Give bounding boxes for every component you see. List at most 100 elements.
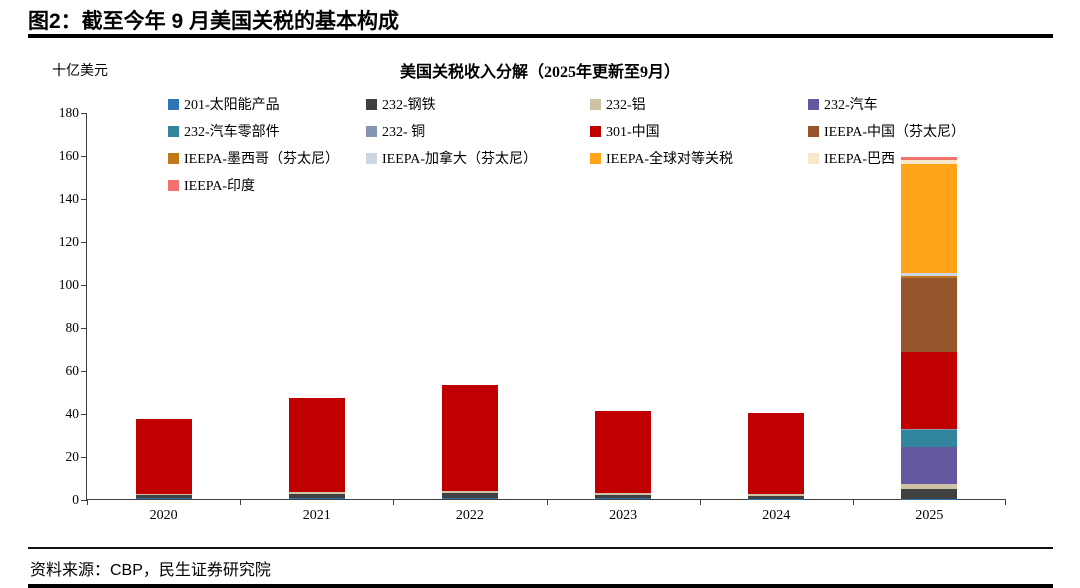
x-axis-tick-mark <box>852 499 854 505</box>
x-axis-label: 2022 <box>455 508 484 523</box>
chart-legend: 201-太阳能产品 232-钢铁 232-铝 232-汽车 232-汽车零部件 232- … <box>168 94 965 195</box>
y-axis-tick-label: 60 <box>65 363 80 378</box>
legend-swatch-icon <box>366 152 377 164</box>
x-axis-tick-mark <box>240 499 242 505</box>
footer-rule <box>28 547 1053 549</box>
y-axis-tick-label: 100 <box>58 277 79 292</box>
bar-segment <box>901 272 958 276</box>
y-axis-tick-mark <box>81 112 87 114</box>
bar-segment <box>441 492 498 499</box>
y-axis-tick-mark <box>81 241 87 243</box>
x-axis-tick-mark <box>393 499 395 505</box>
bar-segment <box>595 494 652 499</box>
plot-area: 0 20 40 60 80 100 120 140 160 180 2020 2021 2022 2023… <box>59 105 1006 523</box>
legend-item: 301-中国 <box>590 121 808 141</box>
x-axis-tick-mark <box>87 499 88 505</box>
bar-segment <box>288 492 345 494</box>
legend-swatch-icon <box>366 98 377 110</box>
y-axis-tick-mark <box>81 413 87 415</box>
bar-segment <box>901 429 958 431</box>
legend-item: 232-铝 <box>590 94 808 114</box>
y-axis-tick-label: 120 <box>58 234 79 249</box>
x-axis-label: 2021 <box>302 508 331 523</box>
y-axis-unit-label: 十亿美元 <box>52 64 108 79</box>
chart-title: 美国关税收入分解（2025年更新至9月） <box>399 64 680 81</box>
legend-item: 232-汽车零部件 <box>168 121 366 141</box>
stacked-bar-2021 <box>288 397 345 499</box>
y-axis-tick-mark <box>81 499 87 501</box>
legend-label: 232-汽车 <box>824 98 878 113</box>
y-axis-tick-label: 140 <box>58 191 79 206</box>
y-axis-tick-mark <box>81 456 87 458</box>
legend-swatch-icon <box>168 98 179 110</box>
y-axis-tick-mark <box>81 370 87 372</box>
y-axis-tick-mark <box>81 155 87 157</box>
bar-segment <box>135 498 192 499</box>
x-axis-label: 2025 <box>915 508 944 523</box>
bar-segment <box>901 351 958 430</box>
legend-label: IEEPA-全球对等关税 <box>606 152 734 167</box>
legend-label: IEEPA-印度 <box>184 179 256 194</box>
y-axis-tick-label: 40 <box>65 406 80 421</box>
x-axis-tick-mark <box>546 499 548 505</box>
legend-swatch-icon <box>590 152 601 164</box>
legend-label: 232-铝 <box>606 98 646 113</box>
legend-item: 232-汽车 <box>808 94 965 114</box>
bar-segment <box>441 498 498 499</box>
legend-item: IEEPA-巴西 <box>808 148 965 168</box>
y-axis-tick-mark <box>81 284 87 286</box>
bar-segment <box>901 157 958 161</box>
x-axis-label: 2020 <box>149 508 178 523</box>
bar-segment <box>901 164 958 273</box>
y-axis-tick-mark <box>81 327 87 329</box>
stacked-bar-2024 <box>748 413 805 499</box>
legend-item: IEEPA-印度 <box>168 175 366 195</box>
y-axis-tick-label: 80 <box>65 320 80 335</box>
legend-swatch-icon <box>168 125 179 137</box>
bar-segment <box>901 275 958 278</box>
legend-swatch-icon <box>590 98 601 110</box>
legend-label: 232-钢铁 <box>382 98 436 113</box>
legend-item: IEEPA-墨西哥（芬太尼） <box>168 148 366 168</box>
legend-item: 201-太阳能产品 <box>168 94 366 114</box>
bar-segment <box>901 447 958 484</box>
bar-segment <box>288 397 345 493</box>
bar-segment <box>901 430 958 448</box>
bar-segment <box>595 410 652 494</box>
y-axis-tick-mark <box>81 198 87 200</box>
bar-segment <box>901 483 958 489</box>
legend-swatch-icon <box>808 152 819 164</box>
y-axis-tick-label: 0 <box>72 492 79 507</box>
legend-label: 201-太阳能产品 <box>184 98 280 113</box>
legend-swatch-icon <box>808 125 819 137</box>
stacked-bar-2025 <box>901 157 958 499</box>
bar-segment <box>748 494 805 496</box>
x-axis-tick-mark <box>1005 499 1006 505</box>
legend-label: 232- 铜 <box>382 125 426 140</box>
legend-label: IEEPA-巴西 <box>824 152 896 167</box>
y-axis-tick-label: 160 <box>58 148 79 163</box>
figure-title: 图2：截至今年 9 月美国关税的基本构成 <box>28 10 400 33</box>
title-rule <box>28 34 1053 38</box>
legend-label: 232-汽车零部件 <box>184 125 280 140</box>
x-axis-label: 2024 <box>762 508 791 523</box>
y-axis-tick-label: 180 <box>58 105 79 120</box>
legend-swatch-icon <box>808 98 819 110</box>
legend-item: IEEPA-中国（芬太尼） <box>808 121 965 141</box>
bar-segment <box>748 413 805 495</box>
legend-item: IEEPA-加拿大（芬太尼） <box>366 148 590 168</box>
stacked-bar-2023 <box>595 410 652 499</box>
stacked-bar-2022 <box>441 385 498 499</box>
bar-segment <box>748 495 805 499</box>
legend-item: 232- 铜 <box>366 121 590 141</box>
legend-label: 301-中国 <box>606 125 660 140</box>
bar-segment <box>901 160 958 165</box>
y-axis-tick-label: 20 <box>65 449 80 464</box>
legend-label: IEEPA-中国（芬太尼） <box>824 125 966 140</box>
bar-segment <box>135 419 192 494</box>
bar-segment <box>441 490 498 493</box>
bar-segment <box>901 277 958 352</box>
source-note: 资料来源：CBP，民生证券研究院 <box>30 562 271 579</box>
legend-swatch-icon <box>168 179 179 191</box>
